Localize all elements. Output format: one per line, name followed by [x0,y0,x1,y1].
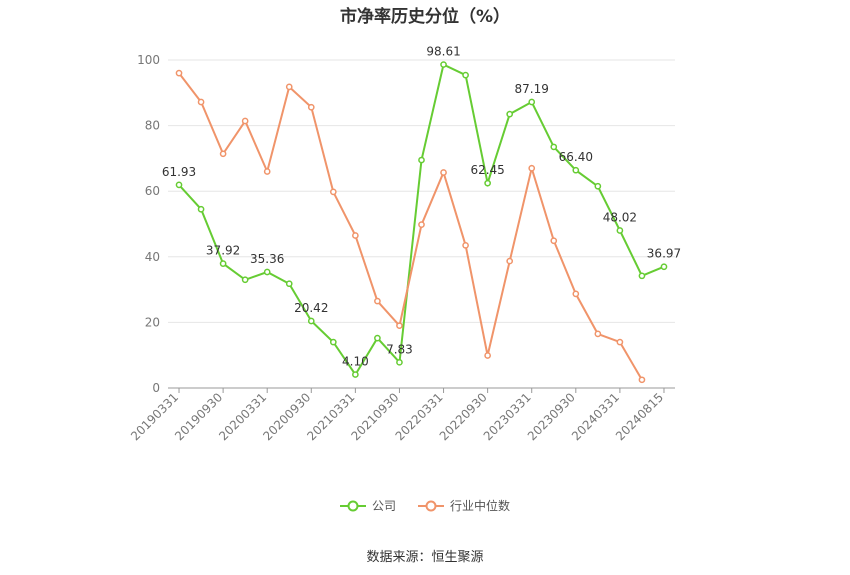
legend: 公司 行业中位数 [0,497,850,514]
series-line-1 [178,72,643,381]
data-point[interactable] [263,168,271,175]
y-tick-label: 80 [145,119,160,133]
data-point[interactable] [638,272,646,280]
data-point[interactable] [462,71,469,79]
data-point[interactable] [241,117,249,125]
legend-item-0[interactable]: 公司 [339,497,396,514]
data-point[interactable] [550,237,558,245]
data-point[interactable] [285,280,293,288]
y-tick-label: 60 [145,184,160,198]
data-point[interactable] [594,182,602,190]
chart-title: 市净率历史分位（%） [339,7,511,27]
data-point[interactable] [528,164,536,172]
y-tick-label: 100 [137,53,160,67]
data-point[interactable] [352,371,359,378]
data-label: 61.93 [162,165,196,179]
data-source-note: 数据来源：恒生聚源 [366,550,484,565]
data-point[interactable] [219,260,227,267]
data-point[interactable] [197,205,205,213]
data-point[interactable] [329,188,337,196]
data-point[interactable] [550,143,558,151]
data-point[interactable] [396,322,403,330]
data-point[interactable] [660,263,668,271]
data-point[interactable] [572,290,580,298]
legend-label: 行业中位数 [450,499,511,513]
data-point[interactable] [594,330,602,338]
data-label: 4.10 [342,355,369,369]
data-label: 35.36 [250,252,284,266]
series-line-0 [178,63,665,377]
data-point[interactable] [329,338,337,346]
data-point[interactable] [638,376,646,384]
y-tick-label: 20 [145,315,160,329]
data-label: 62.45 [470,163,504,177]
y-tick-label: 0 [152,381,160,395]
data-point[interactable] [616,338,624,346]
data-point[interactable] [462,241,469,249]
data-point[interactable] [263,268,271,276]
data-point[interactable] [241,276,249,284]
data-point[interactable] [197,98,205,106]
data-label: 66.40 [559,150,593,164]
data-point[interactable] [528,98,536,106]
data-label: 98.61 [426,45,460,59]
data-label: 36.97 [647,247,681,261]
data-point[interactable] [374,297,381,305]
data-point[interactable] [572,166,580,174]
data-label: 48.02 [603,210,637,224]
data-point[interactable] [175,181,183,189]
data-point[interactable] [374,334,381,342]
data-point[interactable] [440,169,447,176]
data-point[interactable] [285,83,293,91]
x-tick-label: 20240815 [613,390,666,443]
data-point[interactable] [175,69,183,77]
data-point[interactable] [506,257,514,265]
data-point[interactable] [506,110,514,118]
data-label: 7.83 [386,342,413,356]
data-label: 87.19 [515,82,549,96]
legend-swatch-icon [418,500,444,511]
data-point[interactable] [484,352,491,359]
data-point[interactable] [440,61,447,68]
data-point[interactable] [418,156,425,164]
data-point[interactable] [352,232,359,239]
data-point[interactable] [418,221,425,229]
data-point[interactable] [396,358,403,366]
data-point[interactable] [484,179,491,187]
legend-item-1[interactable]: 行业中位数 [418,497,510,514]
data-point[interactable] [616,227,624,234]
y-tick-label: 40 [145,250,160,264]
data-point[interactable] [219,150,227,158]
legend-swatch-icon [339,500,366,511]
data-label: 20.42 [294,301,328,315]
legend-label: 公司 [371,499,396,513]
data-point[interactable] [307,317,315,325]
data-point[interactable] [307,103,315,111]
data-label: 37.92 [206,244,240,258]
